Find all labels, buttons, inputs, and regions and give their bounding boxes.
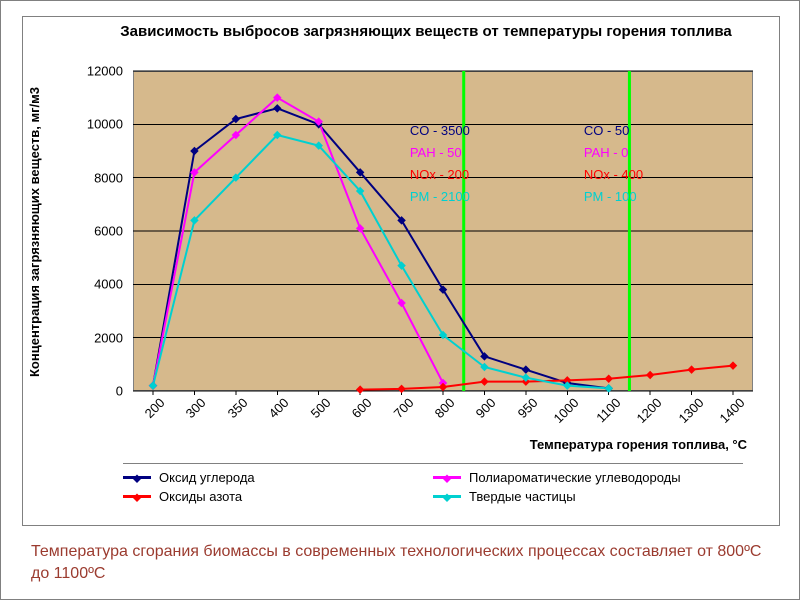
legend-label: Оксиды азота: [159, 489, 242, 504]
y-tick-label: 4000: [94, 277, 123, 292]
legend-label: Полиароматические углеводороды: [469, 470, 681, 485]
y-tick-labels: 020004000600080001000012000: [79, 71, 129, 391]
annotation-line: NOx - 400: [584, 165, 643, 185]
legend: Оксид углерода Полиароматические углеводо…: [123, 463, 743, 508]
legend-item: Оксид углерода: [123, 470, 433, 485]
y-tick-label: 0: [116, 384, 123, 399]
bottom-caption: Температура сгорания биомассы в современ…: [31, 541, 769, 584]
y-axis-title: Концентрация загрязняющих веществ, мг/м3: [27, 82, 63, 382]
annotation-line: CO - 3500: [410, 121, 470, 141]
annotation-line: CO - 50: [584, 121, 630, 141]
x-axis-title: Температура горения топлива, °С: [133, 437, 753, 452]
slide-frame: Зависимость выбросов загрязняющих вещест…: [0, 0, 800, 600]
legend-swatch: [433, 476, 461, 479]
legend-item: Полиароматические углеводороды: [433, 470, 743, 485]
annotation-line: PAH - 50: [410, 143, 462, 163]
legend-label: Твердые частицы: [469, 489, 576, 504]
y-tick-label: 6000: [94, 224, 123, 239]
legend-label: Оксид углерода: [159, 470, 255, 485]
annotation-line: PAH - 0: [584, 143, 629, 163]
annotation-line: NOx - 200: [410, 165, 469, 185]
chart-card: Зависимость выбросов загрязняющих вещест…: [22, 16, 780, 526]
annotation-line: PM - 2100: [410, 187, 470, 207]
chart-title: Зависимость выбросов загрязняющих вещест…: [83, 23, 769, 42]
legend-item: Оксиды азота: [123, 489, 433, 504]
legend-item: Твердые частицы: [433, 489, 743, 504]
legend-swatch: [433, 495, 461, 498]
annotation-line: PM - 100: [584, 187, 637, 207]
y-tick-label: 2000: [94, 330, 123, 345]
y-tick-label: 12000: [87, 64, 123, 79]
legend-swatch: [123, 476, 151, 479]
plot-svg: [133, 71, 753, 391]
y-tick-label: 10000: [87, 117, 123, 132]
y-tick-label: 8000: [94, 170, 123, 185]
legend-swatch: [123, 495, 151, 498]
